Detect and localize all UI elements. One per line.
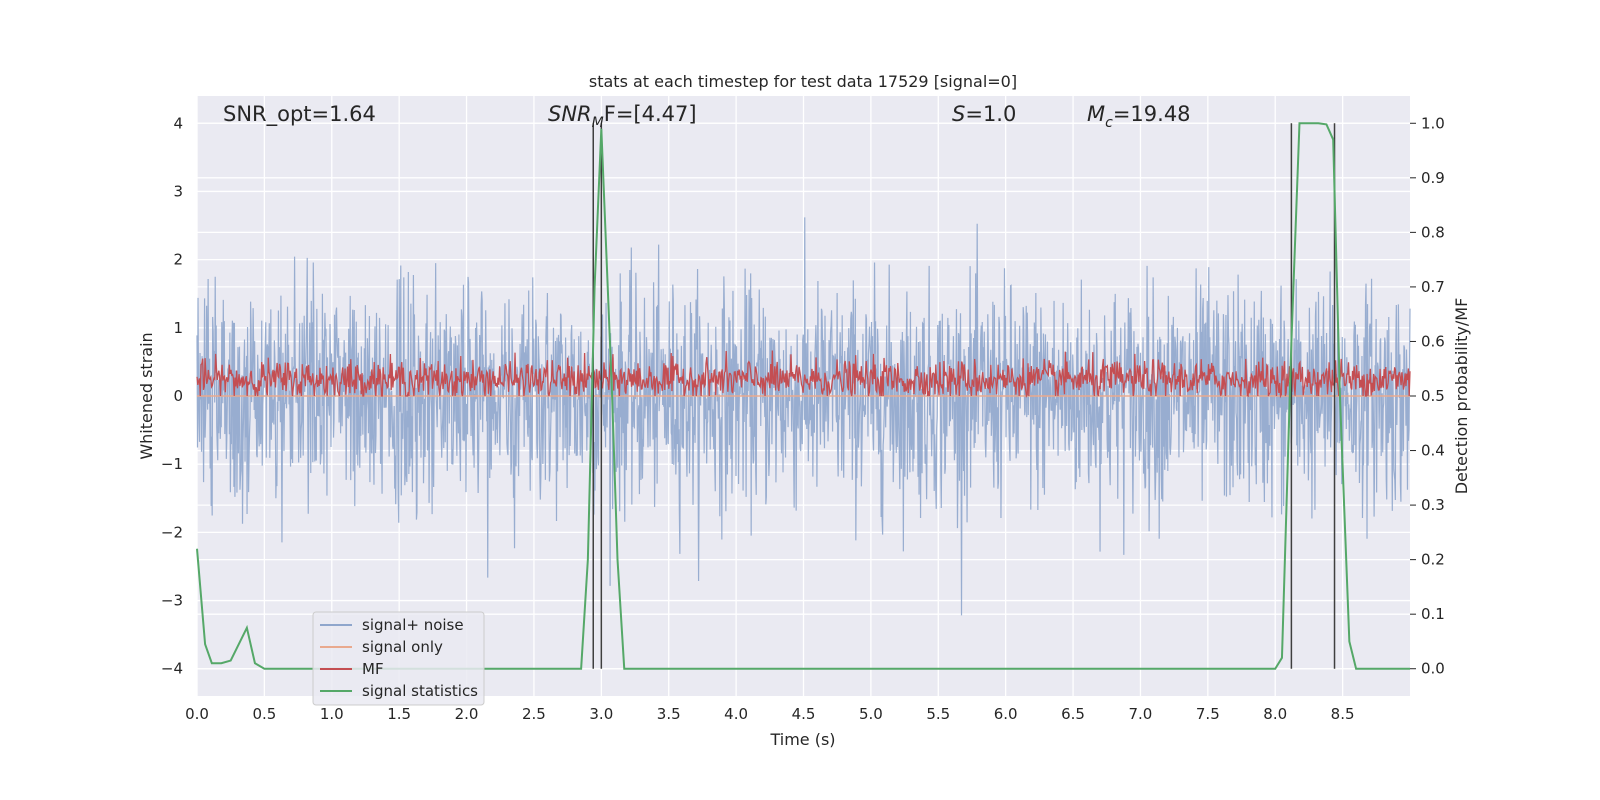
legend-label-mf: MF (362, 660, 384, 678)
x-tick-label: 3.5 (657, 705, 681, 723)
legend: signal+ noise signal only MF signal stat… (312, 611, 485, 706)
x-tick-label: 5.5 (926, 705, 950, 723)
right-y-axis-ticks: 0.0 0.1 0.2 0.3 0.4 0.5 0.6 0.7 0.8 0.9 1.0 (1410, 114, 1445, 678)
right-y-tick-label: 0.4 (1421, 442, 1445, 460)
y-tick-label: 1 (173, 319, 183, 337)
y-tick-label: 2 (173, 251, 183, 269)
detection-vertical-lines (592, 123, 1336, 669)
x-tick-label: 4.0 (724, 705, 748, 723)
annotation-snr-mf-rest: F=[4.47] (604, 102, 697, 126)
x-tick-label: 3.0 (589, 705, 613, 723)
annotation-snr-mf-sub: M (592, 115, 604, 131)
annotation-mc-rest: =19.48 (1113, 102, 1191, 126)
x-axis-label: Time (s) (769, 730, 835, 749)
legend-label-signal-plus-noise: signal+ noise (362, 616, 464, 634)
x-tick-label: 1.5 (387, 705, 411, 723)
x-tick-label: 4.5 (792, 705, 816, 723)
y-tick-label: 4 (173, 114, 183, 132)
right-y-axis-label: Detection probability/MF (1452, 298, 1471, 495)
x-tick-label: 8.0 (1263, 705, 1287, 723)
legend-label-signal-only: signal only (362, 638, 443, 656)
x-tick-label: 2.0 (455, 705, 479, 723)
x-tick-label: 1.0 (320, 705, 344, 723)
chart-title: stats at each timestep for test data 175… (589, 72, 1017, 91)
annotation-s: S=1.0 (952, 102, 1016, 126)
annotation-snr-mf: SNRMF=[4.47] (548, 102, 697, 131)
annotation-snr-opt: SNR_opt=1.64 (223, 102, 376, 127)
right-y-tick-label: 0.8 (1421, 223, 1445, 241)
x-tick-label: 5.0 (859, 705, 883, 723)
y-tick-label: 3 (173, 182, 183, 200)
x-axis-ticks: 0.0 0.5 1.0 1.5 2.0 2.5 3.0 3.5 4.0 4.5 5.0 5.5 6.0 6… (185, 705, 1354, 723)
y-tick-label: 0 (173, 387, 183, 405)
signal-statistics-line (196, 122, 1410, 670)
right-y-tick-label: 0.9 (1421, 169, 1445, 187)
y-tick-label: −4 (161, 660, 183, 678)
mf-line (196, 350, 1411, 399)
right-y-tick-label: 0.0 (1421, 660, 1445, 678)
x-tick-label: 7.0 (1129, 705, 1153, 723)
legend-box (312, 611, 485, 706)
y-axis-ticks: −4 −3 −2 −1 0 1 2 3 4 (161, 114, 183, 677)
legend-label-signal-statistics: signal statistics (362, 682, 478, 700)
right-y-tick-label: 1.0 (1421, 114, 1445, 132)
right-y-tick-label: 0.1 (1421, 605, 1445, 623)
x-tick-label: 2.5 (522, 705, 546, 723)
annotation-s-rest: =1.0 (965, 102, 1016, 126)
annotation-mc: Mc=19.48 (1087, 102, 1191, 131)
x-tick-label: 6.5 (1061, 705, 1085, 723)
y-tick-label: −1 (161, 455, 183, 473)
right-y-tick-label: 0.6 (1421, 332, 1445, 350)
annotation-snr-mf-base: SNR (548, 102, 592, 126)
y-tick-label: −2 (161, 523, 183, 541)
series-signal-statistics (196, 122, 1410, 670)
x-tick-label: 7.5 (1196, 705, 1220, 723)
annotation-s-italic: S (952, 102, 965, 126)
x-tick-label: 8.5 (1331, 705, 1355, 723)
right-y-tick-label: 0.3 (1421, 496, 1445, 514)
y-axis-label: Whitened strain (137, 332, 156, 459)
y-tick-label: −3 (161, 592, 183, 610)
x-tick-label: 0.5 (252, 705, 276, 723)
series-mf (196, 350, 1411, 399)
x-tick-label: 6.0 (994, 705, 1018, 723)
x-tick-label: 0.0 (185, 705, 209, 723)
right-y-tick-label: 0.2 (1421, 551, 1445, 569)
annotation-mc-base: M (1087, 102, 1105, 126)
annotation-mc-sub: c (1105, 115, 1113, 131)
right-y-tick-label: 0.7 (1421, 278, 1445, 296)
right-y-tick-label: 0.5 (1421, 387, 1445, 405)
